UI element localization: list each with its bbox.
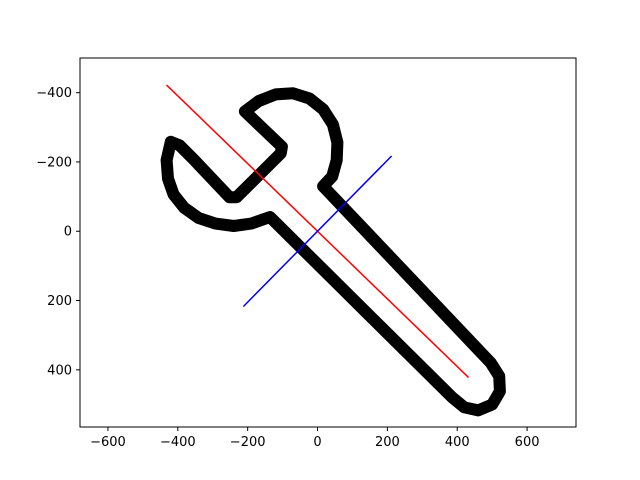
- y-tick-label: −400: [36, 86, 72, 101]
- axes-frame: [79, 57, 577, 428]
- x-tick-label: −200: [230, 435, 266, 450]
- x-tick-label: −600: [90, 435, 126, 450]
- y-tick-label: 0: [64, 225, 72, 240]
- x-tick-label: 200: [375, 435, 400, 450]
- x-tick-label: 600: [515, 435, 540, 450]
- x-axis: −600 −400 −200 0 200 400 600: [90, 427, 540, 450]
- x-tick-label: −400: [160, 435, 196, 450]
- y-tick-label: 200: [47, 294, 72, 309]
- x-tick-label: 400: [445, 435, 470, 450]
- y-axis: −400 −200 0 200 400: [36, 86, 80, 378]
- y-tick-label: −200: [36, 155, 72, 170]
- blue-diagonal-line: [243, 155, 392, 307]
- x-tick-label: 0: [313, 435, 321, 450]
- plot-layer: [160, 84, 506, 417]
- wrench-outline-path: [160, 87, 506, 417]
- y-tick-label: 400: [47, 363, 72, 378]
